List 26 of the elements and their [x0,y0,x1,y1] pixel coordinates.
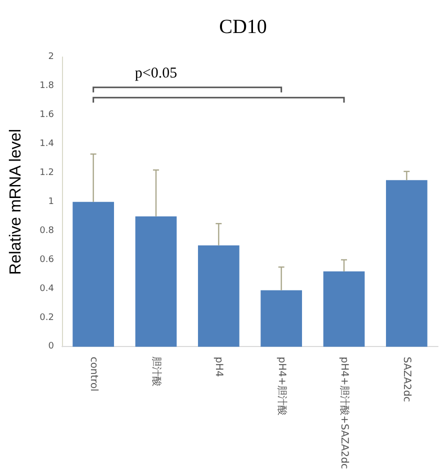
bar [72,202,114,347]
y-tick-label: 1.8 [40,80,54,91]
y-tick-label: 0.6 [40,254,54,265]
annotation: p<0.05 [134,65,178,82]
y-tick-label: 1.4 [40,138,54,149]
x-tick-label: pH4+胆汁酸 [276,356,288,416]
y-tick-label: 0.2 [40,312,54,323]
x-tick-label: SAZA2dc [401,356,412,402]
y-tick-label: 0.8 [40,226,54,236]
bar [260,290,302,347]
x-tick-label: 胆汁酸 [150,356,162,387]
x-tick-label: pH4+胆汁酸+SAZA2dc [338,356,350,470]
bar [135,216,177,347]
chart-title: CD10 [219,16,267,38]
bar [386,180,428,347]
y-tick-label: 2 [48,52,54,62]
bar [323,271,365,347]
y-tick-label: 1 [48,196,54,207]
x-tick-label: pH4 [213,356,224,377]
y-axis-title: Relative mRNA level [8,128,24,275]
bar [198,245,240,347]
y-tick-label: 1.6 [40,110,54,120]
y-tick-label: 0.4 [40,284,54,294]
y-tick-label: 1.2 [40,168,54,178]
x-tick-label: control [88,356,99,392]
y-tick-label: 0 [48,342,54,352]
